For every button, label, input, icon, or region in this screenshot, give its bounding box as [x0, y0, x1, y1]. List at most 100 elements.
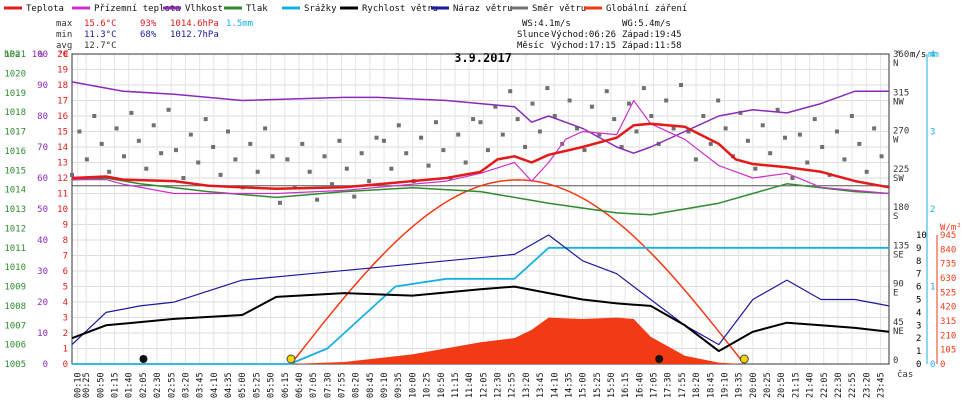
tick-degc-14: 14: [57, 143, 68, 153]
x-tick-35: 14:35: [564, 372, 574, 398]
wind-direction-mark: [589, 104, 594, 109]
x-tick-0: 00:10: [74, 372, 84, 398]
wind-direction-mark: [634, 129, 639, 134]
legend-label-8: Globální záření: [606, 4, 687, 14]
wind-direction-mark: [835, 129, 840, 134]
tick-hpa-0: 1005: [4, 360, 26, 370]
tick-mm-4: 4: [930, 50, 935, 60]
wind-direction-mark: [129, 110, 134, 115]
tick-ms-0: 0: [916, 360, 921, 370]
x-tick-40: 16:40: [635, 372, 645, 398]
tick-pct-2: 20: [37, 298, 48, 308]
x-tick-49: 20:25: [763, 372, 773, 398]
wind-direction-mark: [419, 135, 424, 140]
wind-direction-mark: [337, 138, 342, 143]
wind-direction-mark: [485, 148, 490, 153]
wind-direction-mark: [701, 114, 706, 118]
wind-direction-mark: [604, 89, 609, 94]
stats-max-hum: 93%: [140, 19, 157, 29]
wind-direction-mark: [597, 132, 602, 137]
x-tick-14: 05:50: [267, 372, 277, 398]
tick-ms-3: 3: [916, 321, 921, 331]
tick-pct-4: 40: [37, 236, 48, 246]
stats-min-temp: 11.3°C: [84, 30, 117, 40]
wind-direction-mark: [500, 132, 505, 137]
info-ws: WS:4.1m/s: [522, 19, 571, 29]
x-tick-53: 22:05: [820, 372, 830, 398]
tick-dir-2: E: [893, 289, 898, 299]
tick-degc-20: 20: [57, 50, 68, 60]
x-tick-26: 10:50: [437, 372, 447, 398]
x-tick-34: 14:10: [550, 372, 560, 398]
wind-direction-mark: [159, 151, 164, 156]
wind-direction-mark: [255, 169, 260, 174]
tick-hpa-15: 1020: [4, 69, 26, 79]
info-moon-set: Západ:11:58: [622, 41, 682, 51]
tick-mm-3: 3: [930, 128, 935, 138]
wind-direction-mark: [805, 160, 810, 165]
x-tick-43: 17:55: [678, 372, 688, 398]
wind-direction-mark: [389, 166, 394, 171]
x-tick-10: 04:10: [210, 372, 220, 398]
tick-wm2-7: 735: [940, 260, 956, 270]
wind-direction-mark: [679, 83, 684, 87]
tick-deg-2: 90: [893, 280, 904, 290]
x-tick-38: 15:50: [607, 372, 617, 398]
moonrise-marker: [655, 355, 664, 363]
tick-pct-7: 70: [37, 143, 48, 153]
tick-pct-8: 80: [37, 112, 48, 122]
x-tick-7: 02:55: [167, 372, 177, 398]
wind-direction-mark: [849, 114, 854, 118]
tick-ms-2: 2: [916, 334, 921, 344]
wind-direction-mark: [285, 157, 290, 162]
info-wg: WG:5.4m/s: [622, 19, 671, 29]
tick-deg-0: 0: [893, 356, 898, 366]
wind-direction-mark: [627, 101, 632, 106]
tick-degc-4: 4: [63, 298, 68, 308]
tick-deg-1: 45: [893, 318, 904, 328]
series-vlhkost: [71, 81, 889, 154]
wind-direction-mark: [582, 148, 587, 153]
tick-degc-11: 11: [57, 190, 68, 200]
tick-degc-13: 13: [57, 159, 68, 169]
tick-wm2-9: 945: [940, 231, 956, 241]
wind-direction-mark: [552, 114, 557, 118]
wind-direction-mark: [738, 110, 743, 115]
x-tick-4: 01:40: [125, 372, 135, 398]
tick-hpa-4: 1009: [4, 283, 26, 293]
tick-wm2-3: 315: [940, 317, 956, 327]
legend-label-5: Rychlost větru: [362, 4, 438, 14]
x-tick-27: 11:15: [451, 372, 461, 398]
wind-direction-mark: [144, 166, 149, 171]
x-tick-41: 17:05: [650, 372, 660, 398]
legend: Teplota Přízemní teplota Vlhkost Tlak Srážky…: [4, 4, 687, 14]
tick-deg-4: 180: [893, 203, 909, 213]
plot-area: [70, 81, 890, 365]
x-tick-44: 18:20: [692, 372, 702, 398]
sunrise-marker: [286, 354, 296, 364]
wind-direction-mark: [812, 117, 817, 122]
x-tick-9: 03:45: [196, 372, 206, 398]
wind-direction-mark: [649, 114, 654, 118]
x-tick-12: 05:00: [238, 372, 248, 398]
stats-max-press: 1014.6hPa: [170, 19, 219, 29]
wind-direction-mark: [463, 160, 468, 165]
tick-wm2-2: 210: [940, 331, 956, 341]
wind-direction-mark: [329, 182, 334, 187]
tick-deg-6: 270: [893, 127, 909, 137]
tick-mm-2: 2: [930, 205, 935, 215]
wind-direction-mark: [396, 123, 401, 128]
info-sun-label: Slunce: [517, 30, 550, 40]
tick-mm-0: 0: [930, 360, 935, 370]
tick-hpa-2: 1007: [4, 321, 26, 331]
wind-direction-mark: [218, 172, 223, 177]
stats-min-hum: 68%: [140, 30, 157, 40]
tick-pct-6: 60: [37, 174, 48, 184]
tick-deg-5: 225: [893, 165, 909, 175]
x-tick-2: 00:50: [96, 372, 106, 398]
series-p-zemn-teplota: [72, 99, 890, 195]
wind-direction-mark: [864, 169, 869, 174]
wind-direction-mark: [263, 126, 268, 131]
tick-dir-7: NW: [893, 97, 904, 107]
x-tick-28: 11:40: [465, 372, 475, 398]
